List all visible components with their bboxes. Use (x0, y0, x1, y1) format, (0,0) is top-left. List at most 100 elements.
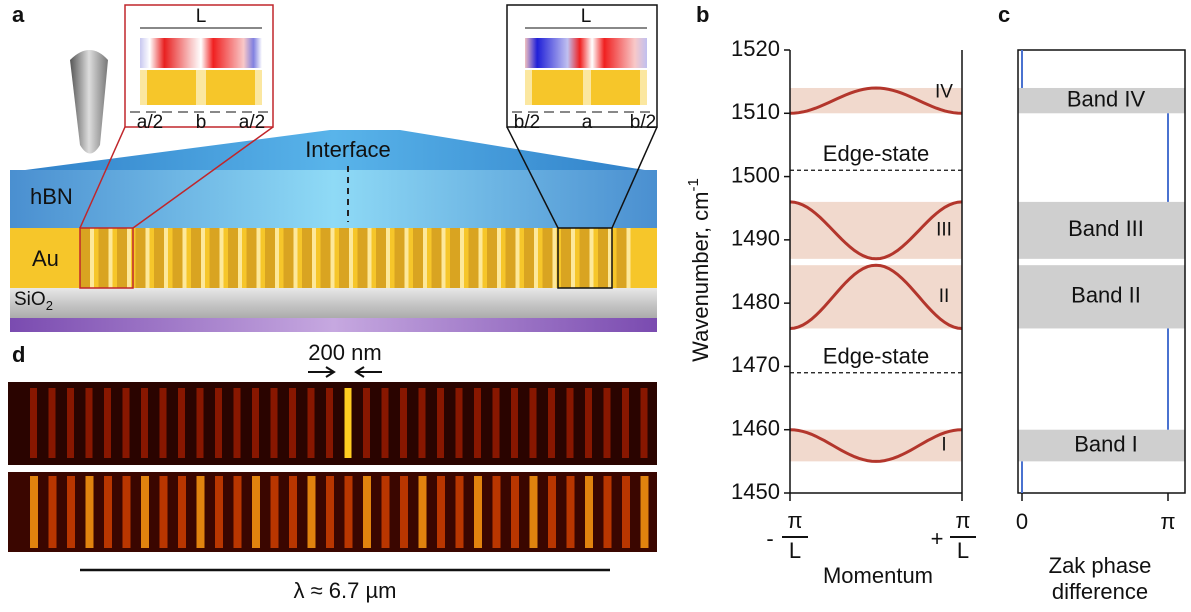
stripe (307, 476, 316, 548)
grating-ridge (154, 228, 164, 288)
gap (255, 70, 262, 105)
grating-gap (460, 228, 464, 288)
gap (640, 70, 647, 105)
stripe (30, 388, 37, 458)
stripe (585, 388, 592, 458)
gap (525, 70, 532, 105)
stripe (48, 388, 56, 458)
panel-label: a (12, 2, 25, 27)
stripe (159, 388, 167, 458)
panel-d: d 200 nm λ ≈ 6.7 µm (8, 340, 657, 603)
stripe (67, 476, 75, 548)
stripe (548, 476, 556, 548)
dim-label: b (196, 112, 207, 133)
y-tick-label: 1480 (731, 289, 780, 314)
band-label: Band II (1071, 283, 1141, 308)
sio2-layer (10, 288, 657, 318)
x-tick-label: π (1160, 509, 1175, 534)
x-tick-num: π (955, 508, 970, 533)
gap (140, 70, 147, 105)
grating-ridge (598, 228, 608, 288)
grating-ridge (117, 228, 127, 288)
stripe (85, 476, 94, 548)
x-tick-sign: + (931, 526, 944, 551)
period-label: L (196, 6, 207, 27)
stripe (270, 388, 278, 458)
hbn-top (10, 130, 657, 172)
grating-ridge (413, 228, 423, 288)
grating-ridge (98, 228, 109, 288)
stripe (233, 388, 241, 458)
stripe (418, 388, 426, 458)
band-curve (789, 428, 963, 463)
stripe (196, 476, 205, 548)
grating-ridge (542, 228, 553, 288)
stripe (418, 476, 427, 548)
stripe (603, 388, 611, 458)
sio2-label: SiO2 (14, 289, 53, 313)
stripe (326, 388, 333, 458)
grating (80, 228, 631, 288)
stripe (548, 388, 555, 458)
x-tick-den: L (957, 538, 969, 563)
y-tick-label: 1490 (731, 226, 780, 251)
stripe (566, 388, 574, 458)
stripe (603, 476, 612, 548)
stripe (400, 476, 408, 548)
band (790, 429, 962, 462)
stripe (289, 476, 297, 548)
panel-label: c (998, 2, 1010, 27)
stripe (122, 476, 131, 548)
grating-gap (589, 228, 594, 288)
width-label: 200 nm (308, 340, 381, 365)
stripes (30, 388, 649, 548)
stripe (252, 476, 260, 548)
interface-label: Interface (305, 137, 391, 162)
band-curve (789, 263, 963, 330)
grating-gap (534, 228, 538, 288)
panel-a: a Interface hBN Au SiO2 L a/2 b a/2 L b/… (10, 2, 658, 332)
x-axis-label: difference (1052, 579, 1148, 604)
stripe (492, 476, 501, 548)
x-axis-label: Momentum (823, 563, 933, 588)
grating-ridge (376, 228, 386, 288)
y-tick-label: 1470 (731, 352, 780, 377)
grating-ridge (487, 228, 497, 288)
zoom-line (611, 126, 658, 229)
grating-gap (275, 228, 279, 288)
grating-gap (182, 228, 187, 288)
grating-gap (164, 228, 168, 288)
y-tick-label: 1520 (731, 36, 780, 61)
stripe (289, 388, 296, 458)
y-tick-label: 1500 (731, 162, 780, 187)
stripe (196, 388, 204, 458)
dim-label: b/2 (514, 112, 540, 133)
grating-gap (238, 228, 242, 288)
band (1018, 87, 1185, 114)
grating-ridge (616, 228, 627, 288)
grating-gap (552, 228, 557, 288)
stripe (437, 388, 444, 458)
grating-gap (515, 228, 520, 288)
gap (583, 70, 591, 105)
stripe (252, 388, 259, 458)
stripe (141, 388, 148, 458)
stripe (455, 476, 464, 548)
grating-ridge (302, 228, 312, 288)
stripe (344, 388, 352, 458)
stripe (622, 388, 629, 458)
grating-gap (608, 228, 612, 288)
grating-ridge (431, 228, 442, 288)
band-label: IV (935, 82, 953, 103)
band (790, 87, 962, 114)
stripe (585, 476, 593, 548)
au-label: Au (32, 246, 59, 271)
x-tick-sign: - (766, 526, 773, 551)
grating-ridge (394, 228, 405, 288)
grating-ridge (228, 228, 238, 288)
hbn-layer (10, 170, 657, 228)
x-axis-label: Zak phase (1049, 553, 1152, 578)
stripe (400, 388, 407, 458)
grating-ridge (283, 228, 294, 288)
y-axis-label: Wavenumber, cm-1 (685, 178, 713, 362)
